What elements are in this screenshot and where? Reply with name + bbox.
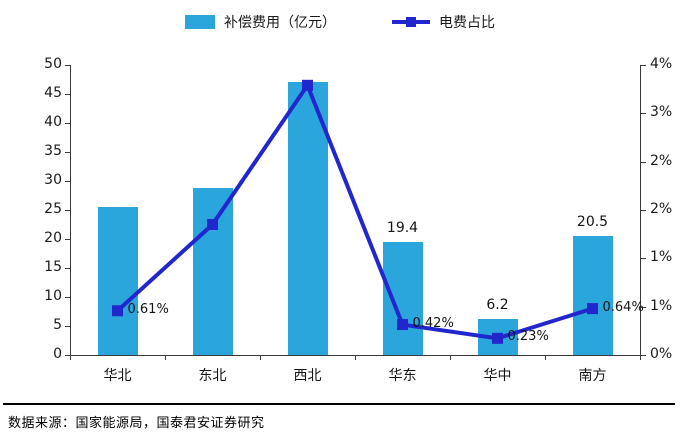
legend-item-bar: 补偿费用（亿元） xyxy=(185,12,336,32)
line-series xyxy=(112,79,598,344)
bar xyxy=(572,236,613,355)
bar-swatch-icon xyxy=(185,15,215,29)
bar-value-label: 6.2 xyxy=(486,297,509,314)
x-axis-tick xyxy=(355,355,356,360)
y-axis-right-label: 0% xyxy=(650,346,673,362)
y-axis-right-label: 1% xyxy=(650,249,673,266)
bar-value-label: 19.4 xyxy=(386,220,419,237)
line-marker xyxy=(302,79,313,91)
y-axis-left-tick xyxy=(65,326,70,327)
line-value-label: 0.42% xyxy=(412,315,454,331)
y-axis-left-line xyxy=(70,65,71,355)
bar xyxy=(97,206,138,355)
line-marker xyxy=(587,303,598,315)
y-axis-left-label: 10 xyxy=(44,288,62,304)
y-axis-left-label: 30 xyxy=(44,172,62,188)
line-marker xyxy=(397,319,408,331)
x-axis-label: 华北 xyxy=(103,368,132,384)
legend-label-bar: 补偿费用（亿元） xyxy=(224,15,336,31)
y-axis-right-tick xyxy=(641,306,646,308)
line-path xyxy=(116,81,594,341)
y-axis-left-tick xyxy=(65,297,70,298)
bar xyxy=(382,242,423,355)
y-axis-right-tick xyxy=(641,65,646,66)
y-axis-left-tick xyxy=(65,210,70,211)
y-axis-left-label: 5 xyxy=(53,317,62,333)
line-swatch-icon xyxy=(392,16,430,28)
y-axis-left-tick xyxy=(65,355,70,356)
legend-label-line: 电费占比 xyxy=(439,15,495,31)
y-axis-left-label: 45 xyxy=(44,85,62,101)
y-axis-right-label: 2% xyxy=(650,201,673,217)
y-axis-left-label: 25 xyxy=(44,201,62,217)
x-axis-label: 华中 xyxy=(483,368,512,384)
x-axis-label: 西北 xyxy=(293,368,322,384)
bar xyxy=(287,82,328,355)
y-axis-left-tick xyxy=(65,239,70,240)
x-axis-label: 南方 xyxy=(578,368,607,384)
y-axis-right-label: 3% xyxy=(650,104,673,121)
y-axis-right-tick xyxy=(641,258,646,260)
line-value-label: 0.64% xyxy=(602,299,644,315)
x-axis-tick xyxy=(165,355,166,360)
y-axis-left-tick xyxy=(65,181,70,182)
y-axis-left-label: 20 xyxy=(44,230,62,246)
legend-item-line: 电费占比 xyxy=(392,12,495,32)
line-marker xyxy=(492,332,503,344)
x-axis-tick xyxy=(70,355,71,360)
source-note: 数据来源：国家能源局，国泰君安证券研究 xyxy=(8,416,265,431)
y-axis-right-tick xyxy=(641,113,646,115)
y-axis-left-label: 50 xyxy=(44,56,62,72)
line-value-label: 0.23% xyxy=(507,329,549,345)
line-value-label: 0.61% xyxy=(127,301,169,317)
y-axis-left-label: 40 xyxy=(44,114,62,130)
y-axis-left-tick xyxy=(65,268,70,269)
x-axis-tick xyxy=(545,355,546,360)
y-axis-left-tick xyxy=(65,65,70,66)
y-axis-left-tick xyxy=(65,152,70,153)
y-axis-right-tick xyxy=(641,210,646,211)
y-axis-right-label: 1% xyxy=(650,297,673,314)
y-axis-left-label: 35 xyxy=(44,143,62,159)
y-axis-left-tick xyxy=(65,94,70,95)
x-axis-label: 东北 xyxy=(198,368,227,384)
bar-value-label: 20.5 xyxy=(576,214,609,231)
line-marker xyxy=(207,219,218,230)
x-axis-tick xyxy=(640,355,641,360)
legend: 补偿费用（亿元） 电费占比 xyxy=(0,12,680,32)
y-axis-right-label: 2% xyxy=(650,152,673,169)
y-axis-left-tick xyxy=(65,123,70,124)
y-axis-right-label: 4% xyxy=(650,56,673,72)
x-axis-tick xyxy=(450,355,451,360)
y-axis-left-label: 0 xyxy=(53,346,62,362)
x-axis-tick xyxy=(260,355,261,360)
y-axis-right-line xyxy=(640,65,641,355)
y-axis-right-tick xyxy=(641,161,646,163)
y-axis-left-label: 15 xyxy=(44,259,62,275)
line-marker xyxy=(112,305,123,317)
x-axis-label: 华东 xyxy=(388,368,417,384)
y-axis-right-tick xyxy=(641,355,646,356)
bar xyxy=(192,187,233,355)
source-divider xyxy=(3,403,675,405)
